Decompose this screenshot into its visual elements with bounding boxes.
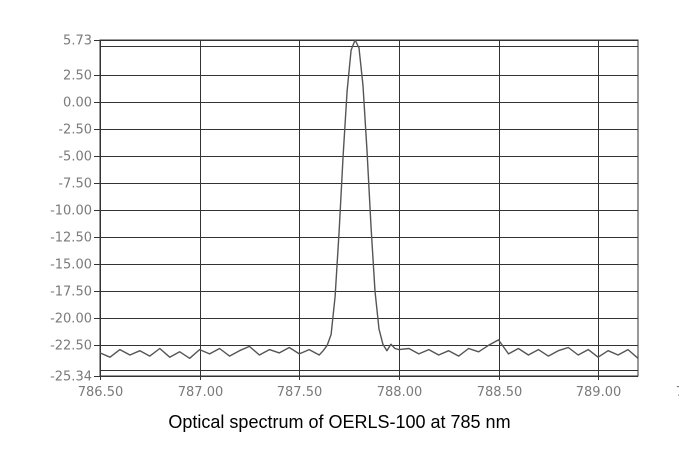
x-tick-label: 789.00 bbox=[576, 385, 622, 400]
y-tick-label: -22.50 bbox=[50, 339, 92, 354]
y-tick-label: -7.50 bbox=[58, 177, 92, 192]
x-tick-label: 786.50 bbox=[78, 385, 124, 400]
figure-caption: Optical spectrum of OERLS-100 at 785 nm bbox=[168, 412, 511, 432]
y-tick-label: -10.00 bbox=[50, 204, 92, 219]
x-tick-label: 788.00 bbox=[377, 385, 423, 400]
x-tick-label: 788.50 bbox=[477, 385, 523, 400]
x-tick-label: 787.00 bbox=[178, 385, 224, 400]
y-tick-label: -25.34 bbox=[50, 370, 92, 385]
y-tick-label: 2.50 bbox=[63, 69, 92, 84]
x-tick-label: 789.50 bbox=[676, 385, 679, 400]
plot-frame bbox=[99, 39, 639, 377]
y-tick-label: -20.00 bbox=[50, 312, 92, 327]
spectrum-line bbox=[100, 39, 638, 359]
y-tick-label: -2.50 bbox=[58, 123, 92, 138]
y-tick-label: -15.00 bbox=[50, 258, 92, 273]
y-tick-label: -5.00 bbox=[58, 150, 92, 165]
y-tick-label: -17.50 bbox=[50, 285, 92, 300]
x-tick-label: 787.50 bbox=[277, 385, 323, 400]
spectrum-chart: 5.73 2.50 0.00 -2.50 -5.00 -7.50 -10.00 -12.50 -… bbox=[50, 34, 679, 401]
y-tick-label: -12.50 bbox=[50, 231, 92, 246]
chart-svg: 5.73 2.50 0.00 -2.50 -5.00 -7.50 -10.00 -12.50 -… bbox=[50, 34, 679, 401]
y-tick-label: 0.00 bbox=[63, 96, 92, 111]
y-tick-label: 5.73 bbox=[63, 34, 92, 49]
